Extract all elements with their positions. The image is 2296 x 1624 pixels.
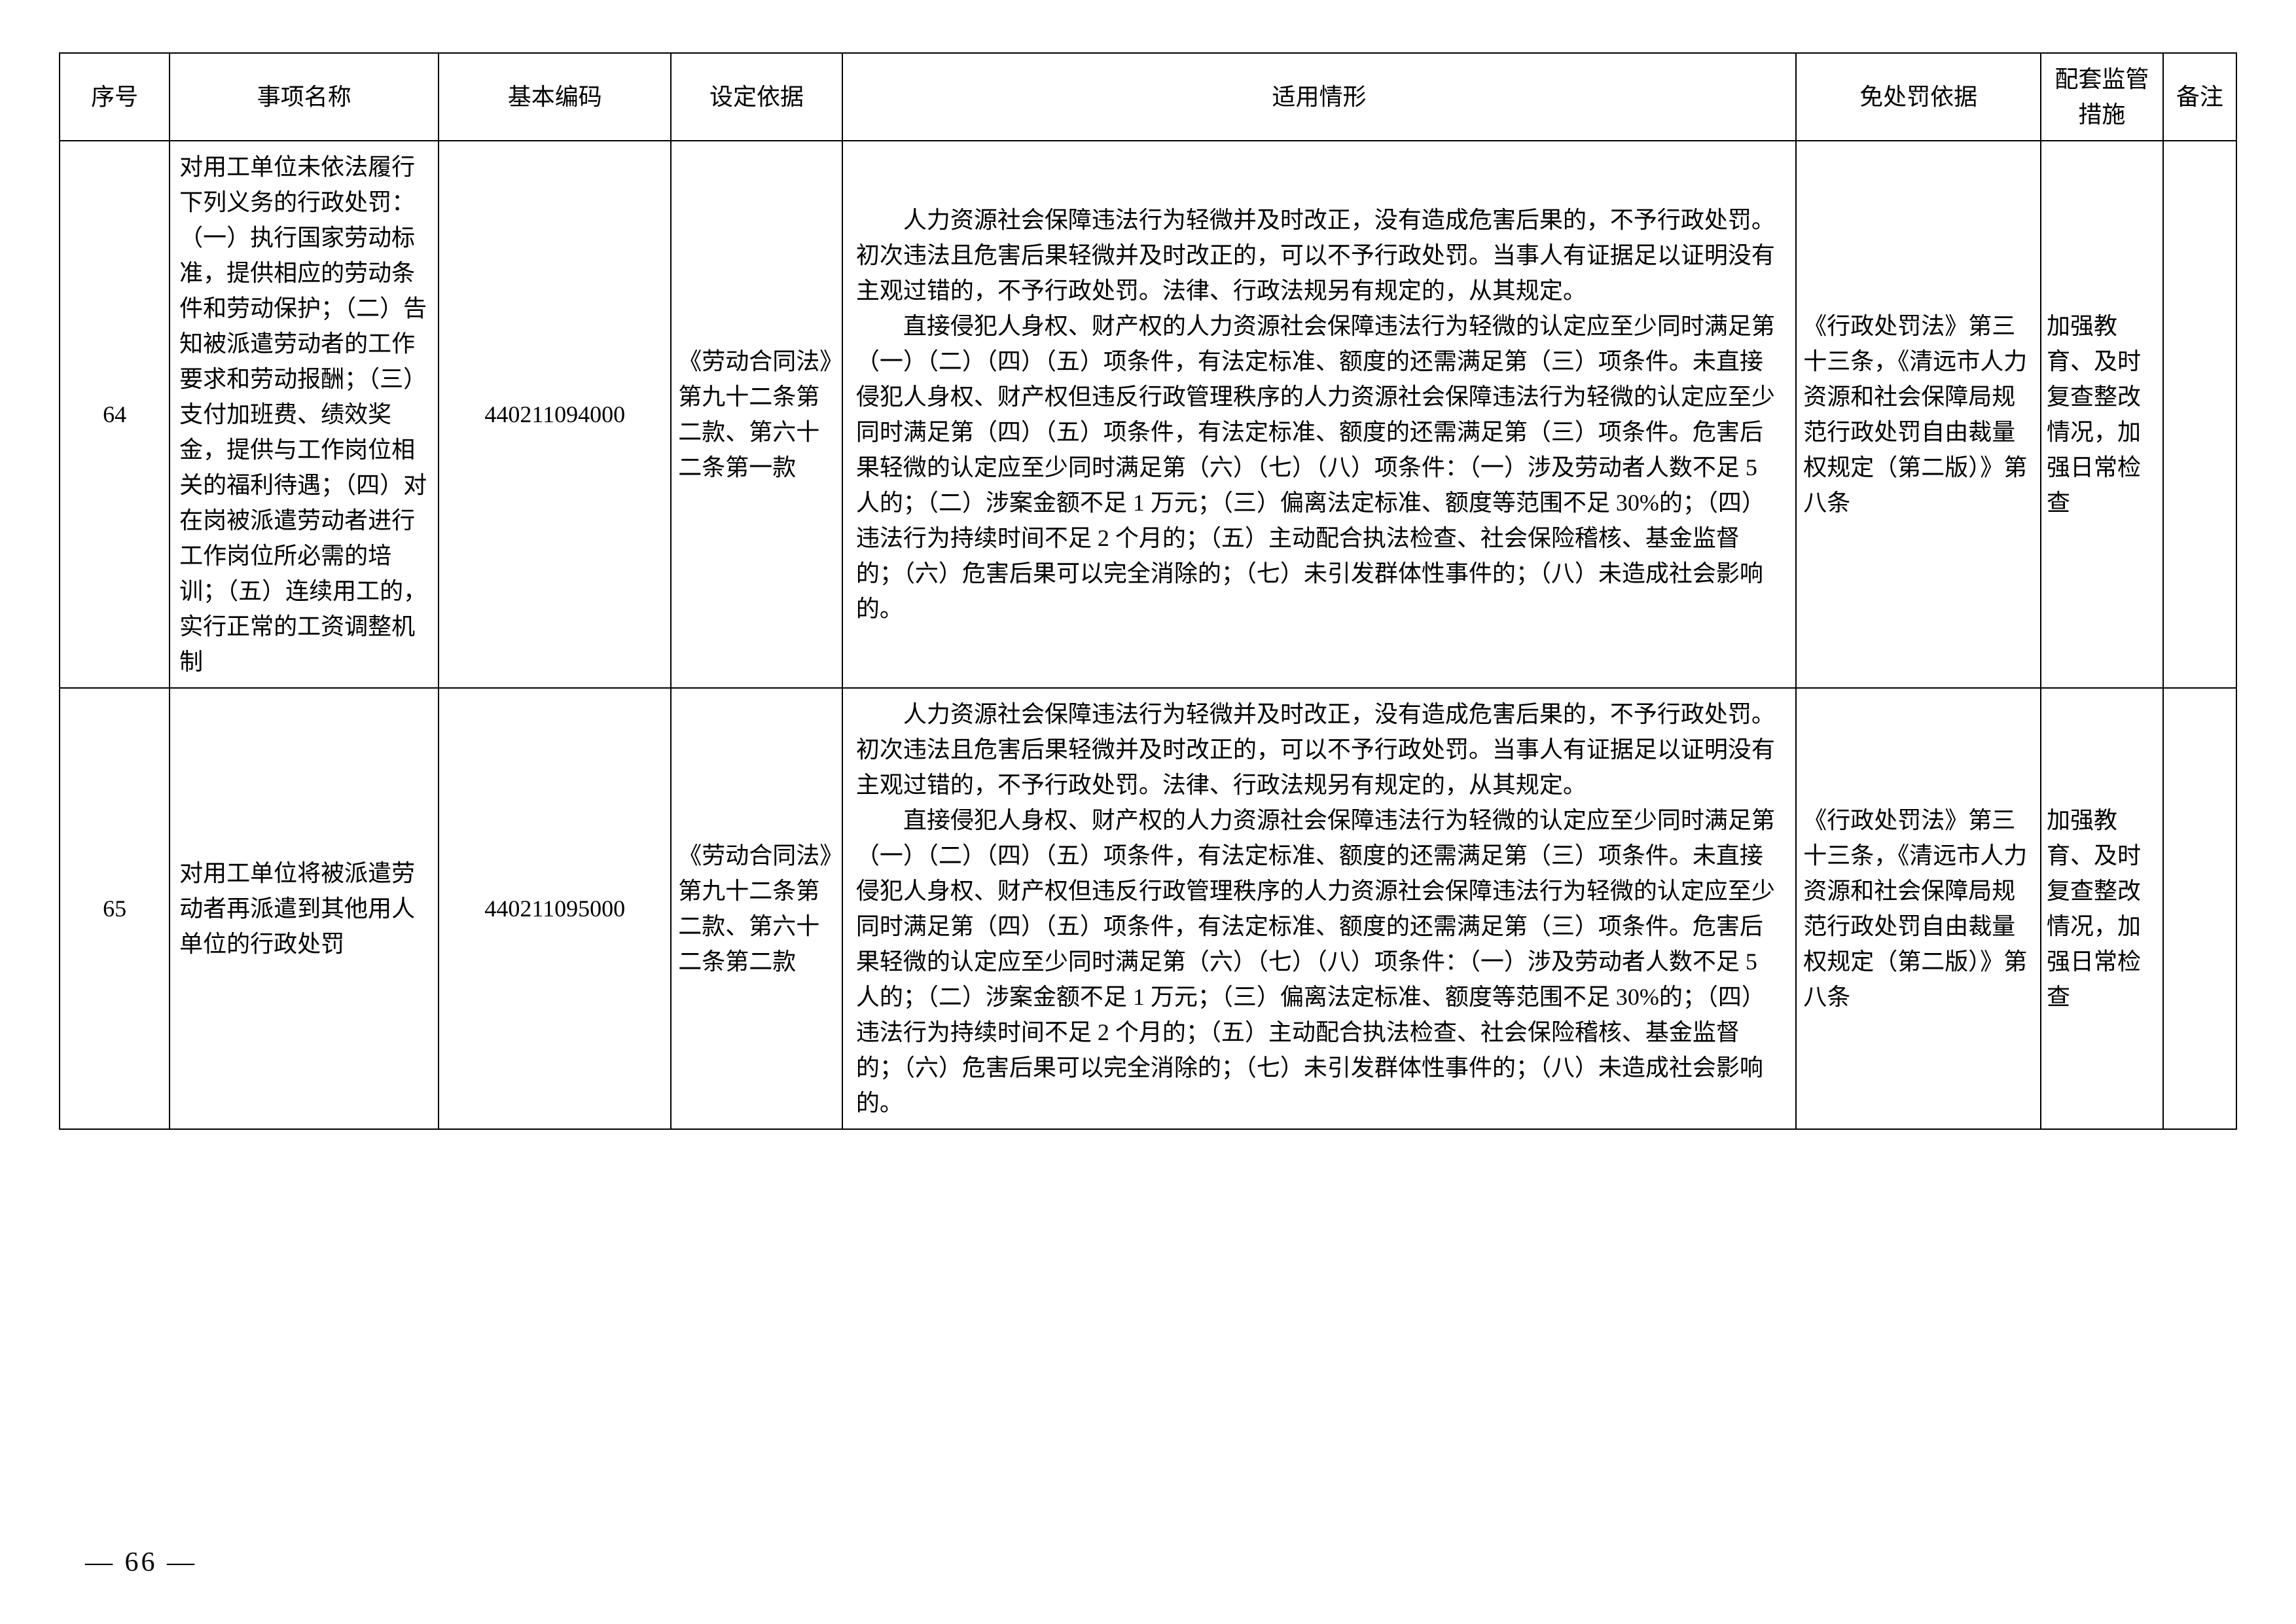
- cell-measure: 加强教育、及时复查整改情况，加强日常检查: [2041, 688, 2163, 1129]
- cell-measure: 加强教育、及时复查整改情况，加强日常检查: [2041, 141, 2163, 688]
- cell-basis: 《劳动合同法》第九十二条第二款、第六十二条第一款: [671, 141, 842, 688]
- cell-remark: [2163, 688, 2236, 1129]
- cell-situation: 人力资源社会保障违法行为轻微并及时改正，没有造成危害后果的，不予行政处罚。初次违…: [842, 141, 1796, 688]
- situation-para-1: 人力资源社会保障违法行为轻微并及时改正，没有造成危害后果的，不予行政处罚。初次违…: [856, 202, 1782, 308]
- table-row: 65 对用工单位将被派遣劳动者再派遣到其他用人单位的行政处罚 440211095…: [60, 688, 2236, 1129]
- cell-name: 对用工单位将被派遣劳动者再派遣到其他用人单位的行政处罚: [170, 688, 439, 1129]
- table-header-row: 序号 事项名称 基本编码 设定依据 适用情形 免处罚依据 配套监管措施 备注: [60, 53, 2236, 141]
- header-code: 基本编码: [439, 53, 671, 141]
- cell-exempt: 《行政处罚法》第三十三条，《清远市人力资源和社会保障局规范行政处罚自由裁量权规定…: [1796, 688, 2041, 1129]
- header-exempt: 免处罚依据: [1796, 53, 2041, 141]
- page-number: — 66 —: [85, 1547, 197, 1578]
- table-row: 64 对用工单位未依法履行下列义务的行政处罚：（一）执行国家劳动标准，提供相应的…: [60, 141, 2236, 688]
- cell-basis: 《劳动合同法》第九十二条第二款、第六十二条第二款: [671, 688, 842, 1129]
- regulation-table: 序号 事项名称 基本编码 设定依据 适用情形 免处罚依据 配套监管措施 备注 6…: [59, 52, 2237, 1130]
- cell-seq: 65: [60, 688, 170, 1129]
- situation-para-2: 直接侵犯人身权、财产权的人力资源社会保障违法行为轻微的认定应至少同时满足第（一）…: [856, 308, 1782, 626]
- header-measure: 配套监管措施: [2041, 53, 2163, 141]
- header-seq: 序号: [60, 53, 170, 141]
- situation-para-2: 直接侵犯人身权、财产权的人力资源社会保障违法行为轻微的认定应至少同时满足第（一）…: [856, 803, 1782, 1121]
- situation-para-1: 人力资源社会保障违法行为轻微并及时改正，没有造成危害后果的，不予行政处罚。初次违…: [856, 696, 1782, 803]
- cell-remark: [2163, 141, 2236, 688]
- cell-exempt: 《行政处罚法》第三十三条，《清远市人力资源和社会保障局规范行政处罚自由裁量权规定…: [1796, 141, 2041, 688]
- cell-name: 对用工单位未依法履行下列义务的行政处罚：（一）执行国家劳动标准，提供相应的劳动条…: [170, 141, 439, 688]
- header-situation: 适用情形: [842, 53, 1796, 141]
- header-remark: 备注: [2163, 53, 2236, 141]
- header-name: 事项名称: [170, 53, 439, 141]
- cell-code: 440211094000: [439, 141, 671, 688]
- cell-seq: 64: [60, 141, 170, 688]
- cell-situation: 人力资源社会保障违法行为轻微并及时改正，没有造成危害后果的，不予行政处罚。初次违…: [842, 688, 1796, 1129]
- header-basis: 设定依据: [671, 53, 842, 141]
- cell-code: 440211095000: [439, 688, 671, 1129]
